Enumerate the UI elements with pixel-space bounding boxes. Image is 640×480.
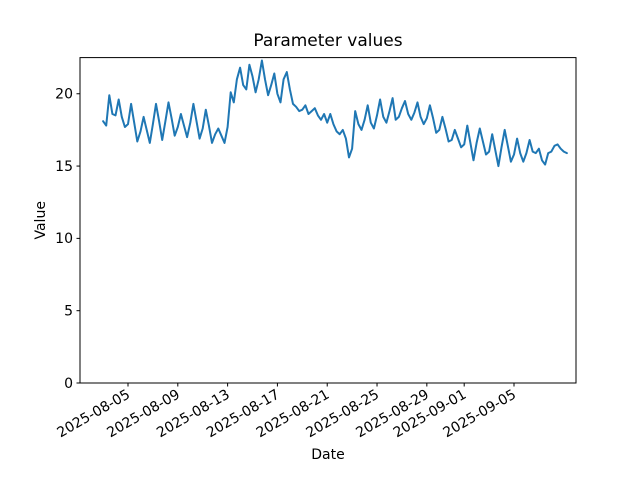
y-tick-label: 0 bbox=[64, 376, 73, 392]
chart-title: Parameter values bbox=[253, 31, 402, 51]
plot-area: 051015202025-08-052025-08-092025-08-1320… bbox=[55, 59, 568, 441]
y-tick-label: 20 bbox=[55, 87, 73, 103]
axes-frame bbox=[79, 57, 577, 384]
y-tick-label: 10 bbox=[55, 231, 73, 247]
y-tick-label: 5 bbox=[64, 303, 73, 319]
x-axis-label: Date bbox=[311, 447, 344, 463]
y-tick-label: 15 bbox=[55, 159, 73, 175]
data-line bbox=[102, 59, 568, 168]
y-axis-label: Value bbox=[33, 201, 49, 239]
